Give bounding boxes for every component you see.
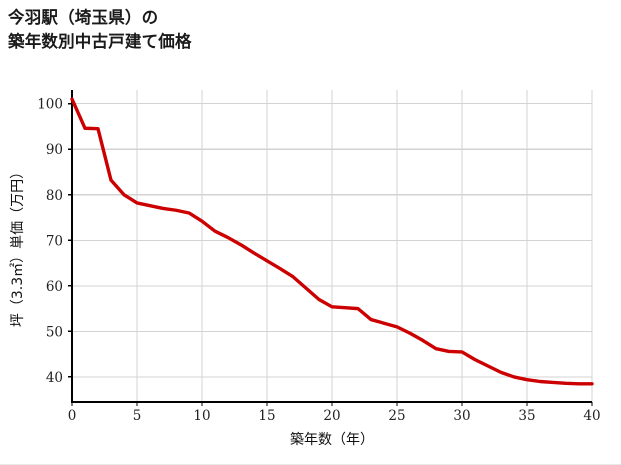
x-gridlines (136, 90, 593, 402)
x-tick-label: 10 (193, 408, 210, 424)
y-tick-label: 100 (37, 97, 63, 113)
x-tick-label: 0 (68, 408, 77, 424)
y-tick-labels: 40 50 60 70 80 90 100 (37, 97, 63, 386)
axis-spines (70, 90, 592, 404)
x-tick-label: 40 (583, 408, 600, 424)
chart-title: 今羽駅（埼玉県）の 築年数別中古戸建て価格 (8, 8, 192, 51)
y-axis-title: 坪（3.3㎡）単価（万円） (10, 165, 26, 327)
x-tick-label: 35 (518, 408, 535, 424)
price-line-series (70, 97, 594, 386)
x-tick-labels: 0 5 10 15 20 25 30 35 40 (68, 408, 601, 424)
y-tick-label: 50 (46, 324, 63, 340)
x-tick-label: 30 (453, 408, 470, 424)
x-tick-label: 20 (323, 408, 340, 424)
x-tick-label: 25 (388, 408, 405, 424)
x-tick-label: 15 (258, 408, 275, 424)
y-tick-label: 80 (46, 188, 63, 204)
x-tick-label: 5 (133, 408, 142, 424)
y-tick-label: 70 (46, 233, 63, 249)
y-tick-label: 90 (46, 142, 63, 158)
y-tick-label: 60 (46, 279, 63, 295)
x-axis-title: 築年数（年） (290, 432, 374, 448)
y-tick-label: 40 (46, 370, 63, 386)
